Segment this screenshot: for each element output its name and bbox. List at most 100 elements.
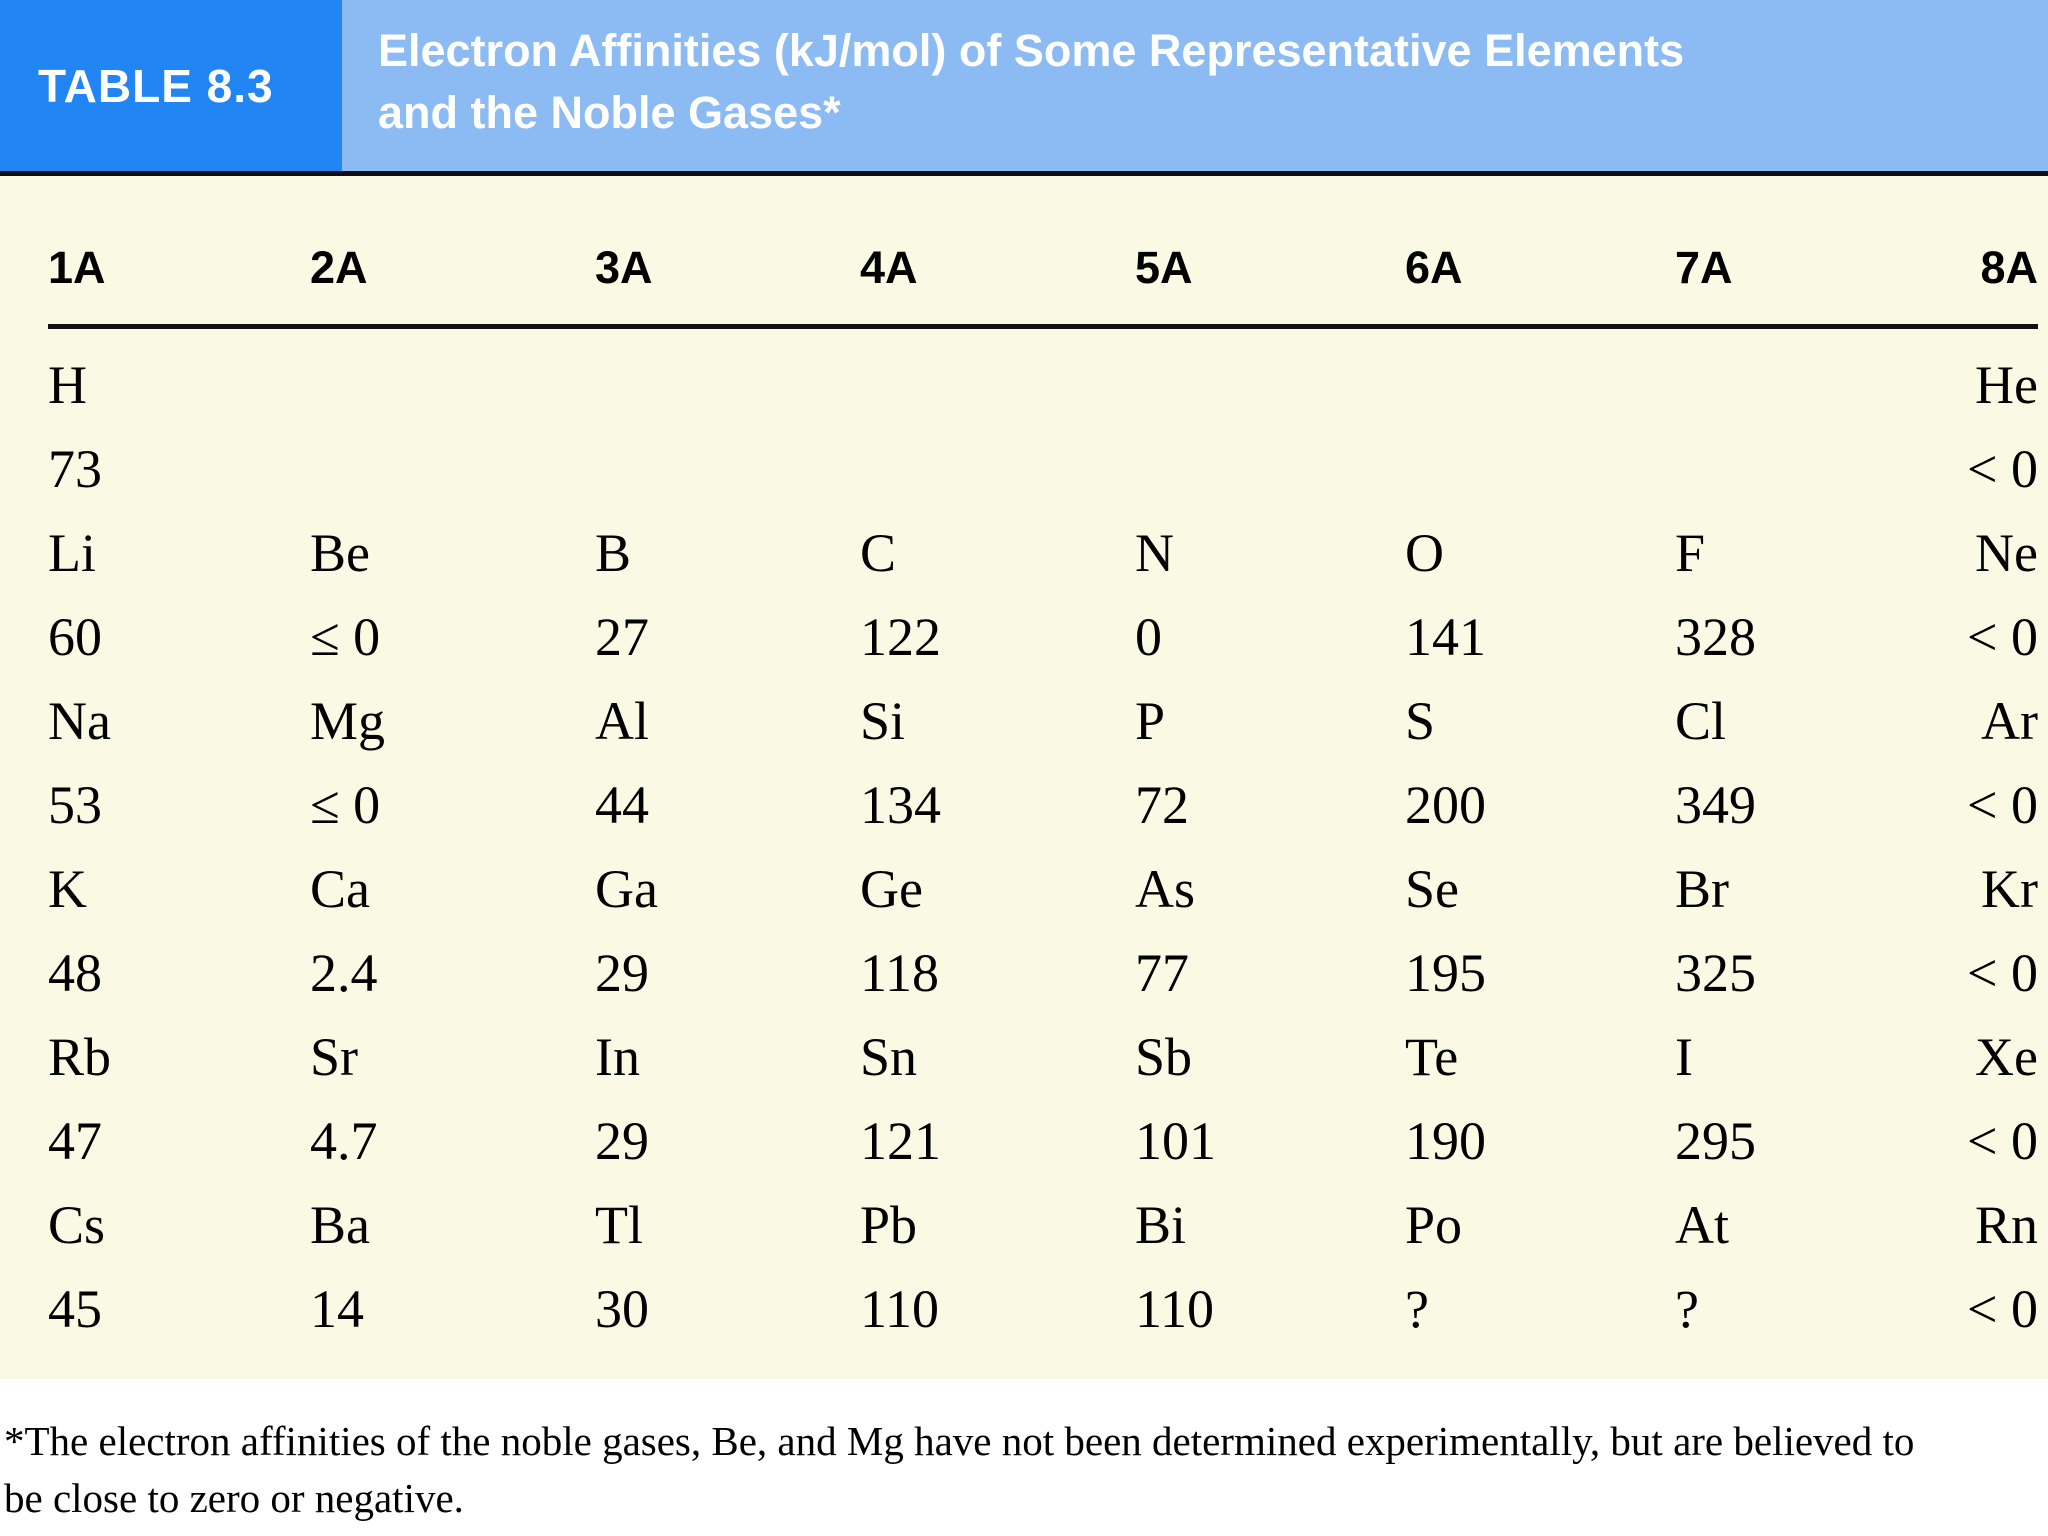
element-value-cell	[1405, 427, 1675, 511]
group-header-3A: 3A	[595, 242, 653, 293]
element-symbol-cell: Cl	[1675, 691, 1727, 751]
element-value-cell: 200	[1405, 775, 1486, 835]
element-value-cell: 349	[1675, 775, 1756, 835]
element-value-cell: ≤ 0	[310, 607, 381, 667]
table-number-label: TABLE 8.3	[38, 59, 274, 112]
footnote-line-2: be close to zero or negative.	[4, 1475, 464, 1521]
element-value-cell: ?	[1675, 1279, 1699, 1339]
element-value-cell: 14	[310, 1279, 364, 1339]
element-symbol-row: Rb Sr In Sn Sb Te I Xe	[48, 1015, 2038, 1099]
element-symbol-cell: He	[1975, 355, 2038, 415]
element-symbol-cell	[310, 343, 595, 427]
element-symbol-cell	[595, 343, 860, 427]
group-header-7A: 7A	[1675, 242, 1733, 293]
table-header-bar: TABLE 8.3 Electron Affinities (kJ/mol) o…	[0, 0, 2048, 176]
element-value-cell: 328	[1675, 607, 1756, 667]
element-symbol-cell: Te	[1405, 1027, 1459, 1087]
element-value-cell	[1675, 427, 1955, 511]
element-symbol-cell: Sb	[1135, 1027, 1193, 1087]
element-symbol-cell: Li	[48, 523, 96, 583]
element-symbol-cell: Mg	[310, 691, 386, 751]
element-symbol-cell: As	[1135, 859, 1196, 919]
electron-affinity-table: 1A 2A 3A 4A 5A 6A 7A 8A H He 73 < 0 Li Be B C N O…	[0, 176, 2048, 1379]
element-value-cell: 190	[1405, 1111, 1486, 1171]
element-value-cell: 29	[595, 943, 649, 1003]
element-value-cell: 134	[860, 775, 941, 835]
element-symbol-row: Na Mg Al Si P S Cl Ar	[48, 679, 2038, 763]
element-value-cell: 29	[595, 1111, 649, 1171]
element-symbol-cell: Ca	[310, 859, 370, 919]
element-value-cell: 45	[48, 1279, 102, 1339]
table-body: H He 73 < 0 Li Be B C N O F Ne 60 ≤ 0 27 122 0 141 328 < 0 N…	[48, 343, 2038, 1351]
element-value-cell: 118	[860, 943, 939, 1003]
element-value-cell	[1135, 427, 1405, 511]
element-symbol-cell	[1135, 343, 1405, 427]
table-title-line-2: and the Noble Gases*	[378, 87, 841, 138]
element-symbol-cell: Pb	[860, 1195, 918, 1255]
element-symbol-cell: I	[1675, 1027, 1693, 1087]
element-symbol-cell: Ne	[1975, 523, 2038, 583]
element-value-cell	[860, 427, 1135, 511]
element-symbol-cell: Al	[595, 691, 649, 751]
element-symbol-cell: Ge	[860, 859, 923, 919]
element-symbol-cell: Bi	[1135, 1195, 1187, 1255]
element-symbol-cell: Xe	[1975, 1027, 2038, 1087]
element-symbol-cell: At	[1675, 1195, 1729, 1255]
element-symbol-cell: H	[48, 355, 87, 415]
element-value-cell: 77	[1135, 943, 1189, 1003]
element-symbol-cell: N	[1135, 523, 1174, 583]
element-value-cell: 0	[1135, 607, 1162, 667]
element-symbol-cell: Br	[1675, 859, 1729, 919]
group-header-row: 1A 2A 3A 4A 5A 6A 7A 8A	[48, 186, 2038, 294]
element-symbol-cell: Rb	[48, 1027, 112, 1087]
element-symbol-cell: Na	[48, 691, 111, 751]
element-symbol-cell: O	[1405, 523, 1444, 583]
element-symbol-cell: Po	[1405, 1195, 1463, 1255]
group-header-1A: 1A	[48, 242, 106, 293]
element-value-cell: 73	[48, 439, 102, 499]
group-header-8A: 8A	[1980, 242, 2038, 293]
element-value-row: 73 < 0	[48, 427, 2038, 511]
element-symbol-cell: Sr	[310, 1027, 359, 1087]
element-symbol-cell: Be	[310, 523, 370, 583]
element-symbol-cell	[1675, 343, 1955, 427]
element-value-cell: < 0	[1967, 943, 2038, 1003]
element-value-row: 45 14 30 110 110?? < 0	[48, 1267, 2038, 1351]
element-value-row: 48 2.4 29 118 77 195 325 < 0	[48, 931, 2038, 1015]
element-symbol-cell: Si	[860, 691, 906, 751]
element-value-cell: 122	[860, 607, 941, 667]
element-value-cell: 295	[1675, 1111, 1756, 1171]
element-value-cell: < 0	[1967, 775, 2038, 835]
group-header-5A: 5A	[1135, 242, 1193, 293]
element-symbol-cell: K	[48, 859, 87, 919]
element-symbol-cell: Ar	[1981, 691, 2038, 751]
element-symbol-cell: Ba	[310, 1195, 370, 1255]
element-symbol-row: Li Be B C N O F Ne	[48, 511, 2038, 595]
element-value-cell: < 0	[1967, 439, 2038, 499]
element-value-cell: 195	[1405, 943, 1486, 1003]
element-value-cell: 325	[1675, 943, 1756, 1003]
element-symbol-cell: F	[1675, 523, 1706, 583]
element-symbol-cell: S	[1405, 691, 1436, 751]
element-value-cell: 110	[860, 1279, 939, 1339]
element-symbol-cell: Sn	[860, 1027, 918, 1087]
element-value-cell: 141	[1405, 607, 1486, 667]
element-value-cell: 53	[48, 775, 102, 835]
element-value-cell: < 0	[1967, 607, 2038, 667]
element-value-cell: < 0	[1967, 1279, 2038, 1339]
footnote-line-1: *The electron affinities of the noble ga…	[4, 1418, 1915, 1464]
group-header-2A: 2A	[310, 242, 368, 293]
element-value-cell: 110	[1135, 1279, 1214, 1339]
element-symbol-cell: Tl	[595, 1195, 643, 1255]
element-value-cell: 2.4	[310, 943, 378, 1003]
element-symbol-cell: Se	[1405, 859, 1459, 919]
element-value-cell: 27	[595, 607, 649, 667]
element-symbol-cell: Kr	[1981, 859, 2038, 919]
element-value-row: 47 4.7 29 121 101 190 295 < 0	[48, 1099, 2038, 1183]
element-value-cell: 60	[48, 607, 102, 667]
element-symbol-row: K Ca Ga Ge As Se Br Kr	[48, 847, 2038, 931]
element-value-cell	[310, 427, 595, 511]
element-symbol-cell	[860, 343, 1135, 427]
element-value-cell: 48	[48, 943, 102, 1003]
element-value-cell	[595, 427, 860, 511]
